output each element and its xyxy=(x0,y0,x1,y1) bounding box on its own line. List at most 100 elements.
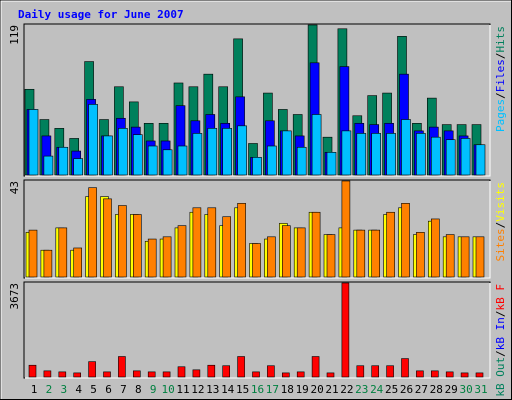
bar xyxy=(162,149,173,176)
bar xyxy=(133,214,142,278)
x-tick-label: 18 xyxy=(281,383,294,396)
bar xyxy=(356,365,365,378)
bar xyxy=(73,247,82,278)
bar xyxy=(237,203,246,278)
bar xyxy=(73,158,83,176)
bar xyxy=(222,365,230,378)
bar xyxy=(371,365,380,378)
y-tick-label: 119 xyxy=(8,25,21,45)
bar xyxy=(118,356,126,378)
bar xyxy=(416,232,425,278)
bar xyxy=(475,144,486,176)
y-tick-label: 3673 xyxy=(8,283,21,310)
bar xyxy=(58,371,67,378)
bar xyxy=(416,370,424,378)
bar xyxy=(281,372,290,378)
x-tick-label: 6 xyxy=(105,383,112,396)
bar xyxy=(371,133,382,176)
bar xyxy=(162,236,172,278)
bar xyxy=(222,128,232,176)
legend: Pages/Files/Hits xyxy=(494,26,507,132)
bar xyxy=(73,372,81,378)
bar xyxy=(341,130,352,176)
bar xyxy=(267,145,277,176)
bar xyxy=(252,243,261,278)
x-tick-label: 15 xyxy=(236,383,249,396)
bar xyxy=(252,371,260,378)
legend-entry: kB F xyxy=(494,284,507,311)
legend-separator: / xyxy=(494,350,507,357)
bar xyxy=(311,356,320,378)
bar xyxy=(401,358,409,378)
bar xyxy=(356,229,366,278)
panel-bevel xyxy=(25,181,491,279)
x-tick-label: 8 xyxy=(135,383,142,396)
bar xyxy=(386,133,396,176)
bar xyxy=(192,369,201,378)
bar xyxy=(58,227,68,278)
bar xyxy=(296,227,306,278)
x-tick-label: 21 xyxy=(325,383,338,396)
bar xyxy=(103,371,111,378)
bar xyxy=(311,211,321,278)
legend-entry: Pages xyxy=(494,99,507,132)
bar xyxy=(371,229,381,278)
y-tick-label: 43 xyxy=(8,181,21,194)
legend-separator: / xyxy=(494,311,507,318)
bar xyxy=(162,371,171,378)
x-tick-label: 28 xyxy=(430,383,443,396)
bar xyxy=(133,370,141,378)
bar xyxy=(192,133,203,176)
legend-entry: Visits xyxy=(494,182,507,222)
bar xyxy=(341,282,350,378)
bar xyxy=(475,372,484,378)
bar xyxy=(460,236,470,278)
bar xyxy=(326,372,335,378)
bar xyxy=(58,146,69,176)
bar xyxy=(281,225,291,278)
bar xyxy=(341,180,351,278)
bar xyxy=(88,187,97,278)
chart-title: Daily usage for June 2007 xyxy=(18,8,184,21)
x-tick-label: 30 xyxy=(459,383,472,396)
bar xyxy=(356,133,367,176)
bar xyxy=(401,203,410,278)
x-tick-label: 12 xyxy=(191,383,204,396)
bar xyxy=(88,361,96,378)
panel-bevel xyxy=(25,283,491,379)
bar xyxy=(88,104,98,176)
bar xyxy=(207,207,217,278)
bar xyxy=(386,211,395,278)
legend-separator: / xyxy=(494,222,507,229)
bar xyxy=(177,145,188,176)
bar xyxy=(296,371,305,378)
x-tick-label: 23 xyxy=(355,383,368,396)
x-tick-label: 29 xyxy=(445,383,458,396)
x-tick-label: 20 xyxy=(310,383,323,396)
bar xyxy=(281,130,292,176)
x-tick-label: 7 xyxy=(120,383,127,396)
legend-separator: / xyxy=(494,92,507,99)
bar xyxy=(326,152,337,176)
bar xyxy=(445,234,455,278)
x-tick-label: 27 xyxy=(415,383,428,396)
bar xyxy=(147,145,158,176)
x-tick-label: 3 xyxy=(60,383,67,396)
bar xyxy=(28,109,39,176)
bar xyxy=(252,157,262,176)
bar xyxy=(103,198,112,278)
bar xyxy=(118,128,128,176)
x-tick-label: 24 xyxy=(370,383,384,396)
bar xyxy=(430,218,440,278)
bar xyxy=(147,238,157,278)
legend: Sites/Visits xyxy=(494,182,507,262)
x-tick-label: 31 xyxy=(474,383,487,396)
bar xyxy=(237,125,247,176)
x-tick-label: 19 xyxy=(296,383,309,396)
bar xyxy=(192,207,202,278)
bar xyxy=(222,216,231,278)
x-tick-label: 2 xyxy=(46,383,53,396)
bar xyxy=(207,128,218,176)
bar xyxy=(430,136,441,176)
